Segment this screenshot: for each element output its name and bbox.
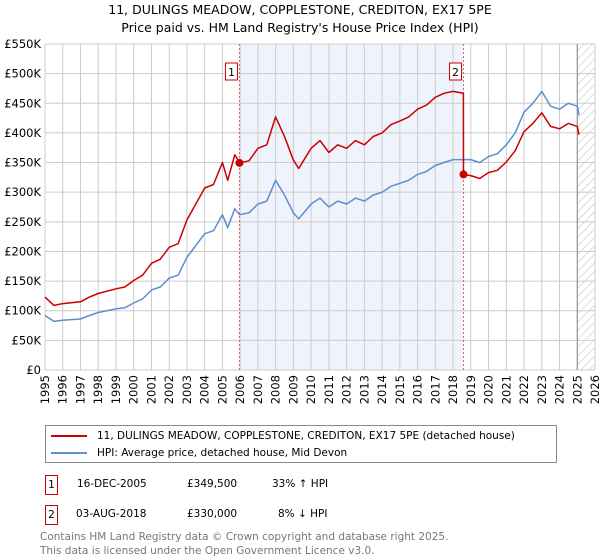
x-tick-label: 2013 xyxy=(357,375,371,404)
transaction-badge: 2 xyxy=(45,505,58,525)
x-tick-label: 2003 xyxy=(180,375,194,404)
x-tick-label: 2012 xyxy=(340,375,354,404)
x-tick-label: 2025 xyxy=(570,375,584,404)
legend-label: 11, DULINGS MEADOW, COPPLESTONE, CREDITO… xyxy=(97,430,515,442)
transaction-badge: 1 xyxy=(45,475,58,495)
hatched-region xyxy=(577,44,595,370)
chart-title: 11, DULINGS MEADOW, COPPLESTONE, CREDITO… xyxy=(108,2,492,17)
y-tick-label: £250K xyxy=(4,215,41,229)
x-tick-label: 1999 xyxy=(109,375,123,404)
sale-point xyxy=(235,158,244,167)
x-tick-label: 2023 xyxy=(535,375,549,404)
x-tick-label: 2000 xyxy=(127,375,141,404)
x-tick-label: 2022 xyxy=(517,375,531,404)
transaction-date: 16-DEC-2005 xyxy=(77,478,147,490)
annotation-badge xyxy=(449,62,463,81)
chart-subtitle: Price paid vs. HM Land Registry's House … xyxy=(121,20,479,35)
y-tick-label: £50K xyxy=(12,333,42,347)
y-tick-label: £200K xyxy=(4,244,41,258)
transaction-price: £330,000 xyxy=(187,508,238,520)
x-tick-label: 2024 xyxy=(553,375,567,404)
y-tick-label: £450K xyxy=(4,96,41,110)
x-tick-label: 2006 xyxy=(233,375,247,404)
x-tick-label: 1997 xyxy=(73,375,87,404)
x-tick-label: 2026 xyxy=(588,375,600,404)
sale-point xyxy=(459,170,468,179)
legend: 11, DULINGS MEADOW, COPPLESTONE, CREDITO… xyxy=(45,425,557,463)
y-tick-label: £0 xyxy=(26,363,41,377)
x-tick-label: 2008 xyxy=(269,375,283,404)
y-tick-label: £550K xyxy=(4,37,41,51)
x-tick-label: 1995 xyxy=(38,375,52,404)
annotation-badge xyxy=(224,62,238,81)
transaction-date: 03-AUG-2018 xyxy=(76,508,147,520)
x-tick-label: 1996 xyxy=(56,375,70,404)
ownership-shaded-period xyxy=(239,44,464,370)
footer-licence: This data is licensed under the Open Gov… xyxy=(40,545,375,557)
x-tick-label: 2021 xyxy=(499,375,513,404)
x-tick-label: 1998 xyxy=(91,375,105,404)
x-tick-label: 2019 xyxy=(464,375,478,404)
x-tick-label: 2005 xyxy=(215,375,229,404)
x-tick-label: 2017 xyxy=(428,375,442,404)
series-line xyxy=(44,90,580,307)
x-tick-label: 2007 xyxy=(251,375,265,404)
x-tick-label: 2001 xyxy=(144,375,158,404)
legend-item-property: 11, DULINGS MEADOW, COPPLESTONE, CREDITO… xyxy=(46,428,515,444)
y-tick-label: £150K xyxy=(4,274,41,288)
transaction-row: 1 16-DEC-2005 £349,500 33% ↑ HPI xyxy=(45,475,525,495)
y-tick-label: £350K xyxy=(4,156,41,170)
footer-copyright: Contains HM Land Registry data © Crown c… xyxy=(40,531,449,543)
y-tick-label: £400K xyxy=(4,126,41,140)
transaction-row: 2 03-AUG-2018 £330,000 8% ↓ HPI xyxy=(45,505,525,525)
x-tick-label: 2015 xyxy=(393,375,407,404)
annotation-label: 1 xyxy=(228,66,235,79)
x-tick-label: 2010 xyxy=(304,375,318,404)
x-tick-label: 2018 xyxy=(446,375,460,404)
annotation-label: 2 xyxy=(452,66,459,79)
red-line-swatch xyxy=(51,435,87,437)
x-tick-label: 2009 xyxy=(286,375,300,404)
x-tick-label: 2016 xyxy=(411,375,425,404)
legend-label: HPI: Average price, detached house, Mid … xyxy=(97,447,348,459)
legend-item-hpi: HPI: Average price, detached house, Mid … xyxy=(46,445,347,461)
x-tick-label: 2011 xyxy=(322,375,336,404)
transaction-hpi: 33% ↑ HPI xyxy=(272,478,329,490)
x-tick-label: 2020 xyxy=(482,375,496,404)
transaction-hpi: 8% ↓ HPI xyxy=(278,508,328,520)
blue-line-swatch xyxy=(51,452,87,454)
y-tick-label: £100K xyxy=(4,304,41,318)
series-line xyxy=(44,90,580,323)
x-tick-label: 2004 xyxy=(198,375,212,404)
x-tick-label: 2002 xyxy=(162,375,176,404)
transaction-price: £349,500 xyxy=(187,478,238,490)
x-tick-label: 2014 xyxy=(375,375,389,404)
y-tick-label: £500K xyxy=(4,67,41,81)
price-chart: £0 £50K £100K £150K £200K £250K £300K £350K £400… xyxy=(4,37,600,404)
y-tick-label: £300K xyxy=(4,185,41,199)
